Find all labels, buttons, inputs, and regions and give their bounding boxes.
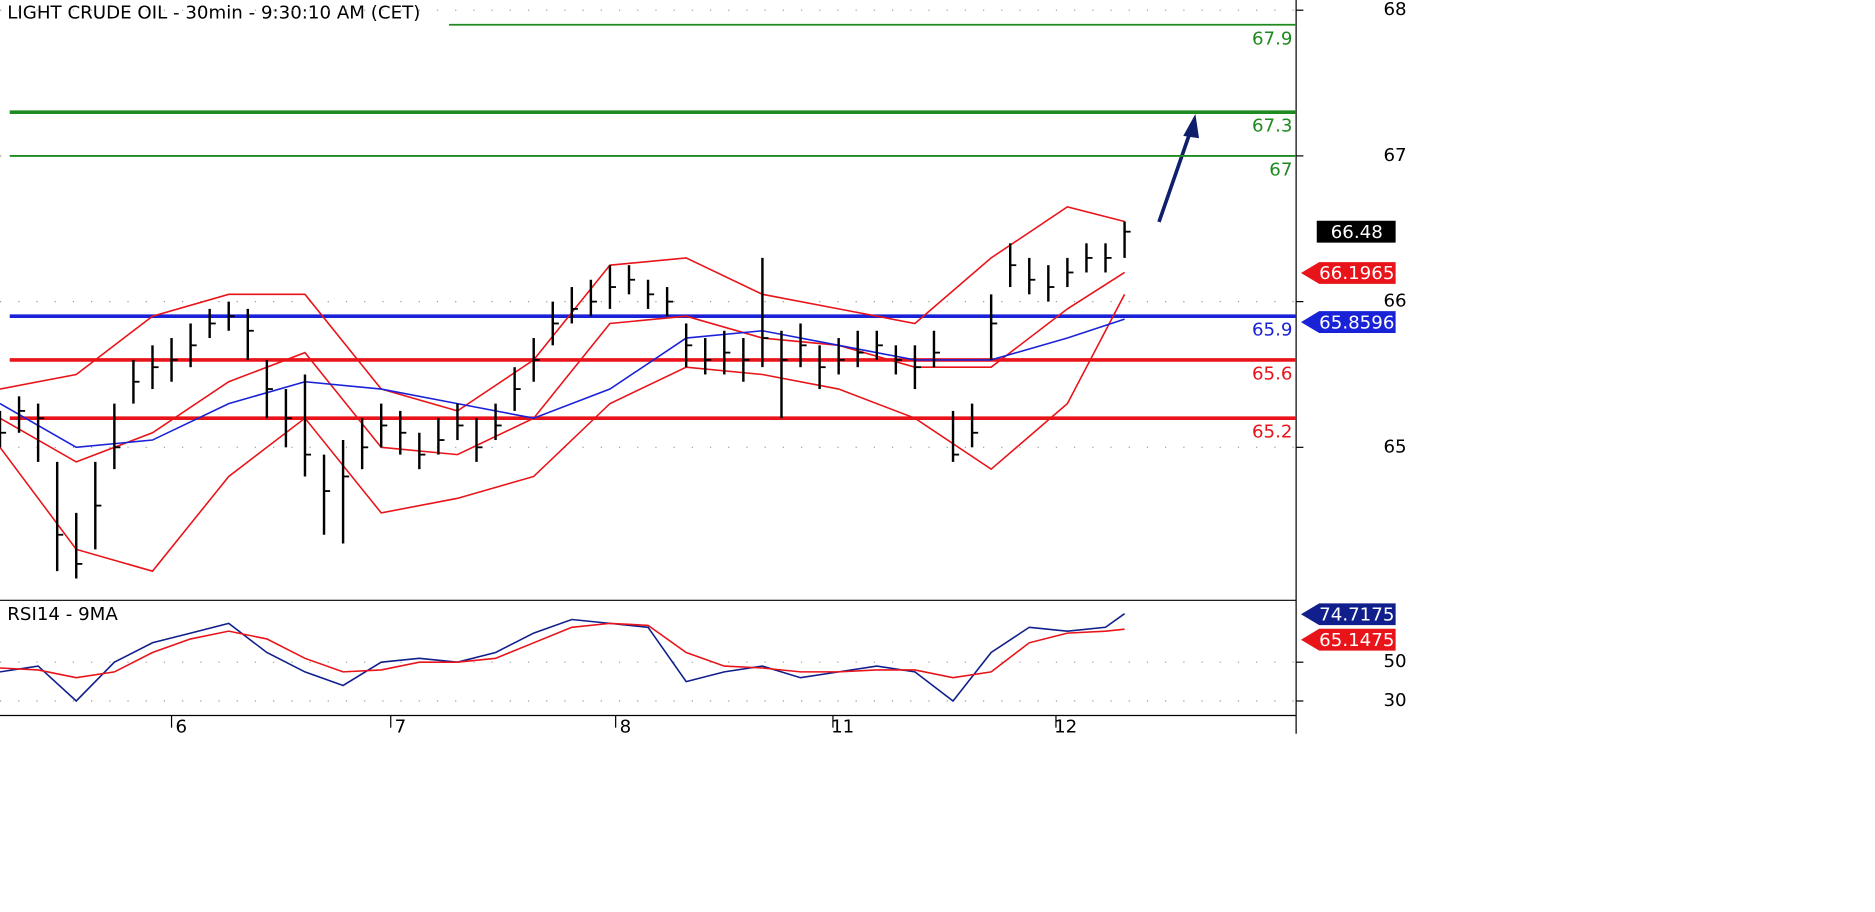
y-tick-label: 50 — [1383, 651, 1406, 672]
x-tick-label: 7 — [395, 717, 407, 738]
price-tag-label: 74.7175 — [1319, 604, 1394, 625]
price-tag — [1300, 603, 1396, 626]
price-tag-label: 66.48 — [1331, 222, 1383, 243]
level-label: 65.9 — [1252, 320, 1293, 341]
y-tick-label: 66 — [1383, 291, 1406, 312]
x-tick-label: 8 — [620, 717, 632, 738]
price-tag — [1300, 311, 1396, 333]
indicator-line — [0, 318, 1125, 449]
x-tick-label: 6 — [175, 717, 187, 738]
level-label: 67.3 — [1252, 116, 1293, 137]
price-tag-label: 66.1965 — [1319, 263, 1394, 284]
rsi-title: RSI14 - 9MA — [7, 604, 118, 625]
y-tick-label: 30 — [1383, 690, 1406, 711]
indicator-line — [0, 613, 1126, 703]
price-tag — [1316, 220, 1396, 243]
y-tick-label: 68 — [1383, 0, 1406, 20]
y-tick-label: 67 — [1383, 145, 1406, 166]
price-tag — [1300, 262, 1396, 284]
chart-title: LIGHT CRUDE OIL - 30min - 9:30:10 AM (CE… — [7, 2, 420, 23]
level-label: 67.9 — [1252, 28, 1293, 49]
level-label: 65.6 — [1252, 363, 1293, 384]
price-tag — [1300, 628, 1396, 651]
price-tag-label: 65.1475 — [1319, 630, 1394, 651]
indicator-line — [0, 622, 1125, 679]
level-label: 67 — [1269, 159, 1292, 180]
x-tick-label: 12 — [1054, 717, 1077, 738]
indicator-line — [0, 271, 1125, 463]
x-tick-label: 11 — [831, 717, 854, 738]
forecast-arrow — [1157, 114, 1200, 223]
price-tag-label: 65.8596 — [1319, 312, 1394, 333]
level-label: 65.2 — [1252, 422, 1293, 443]
y-tick-label: 65 — [1383, 436, 1406, 457]
